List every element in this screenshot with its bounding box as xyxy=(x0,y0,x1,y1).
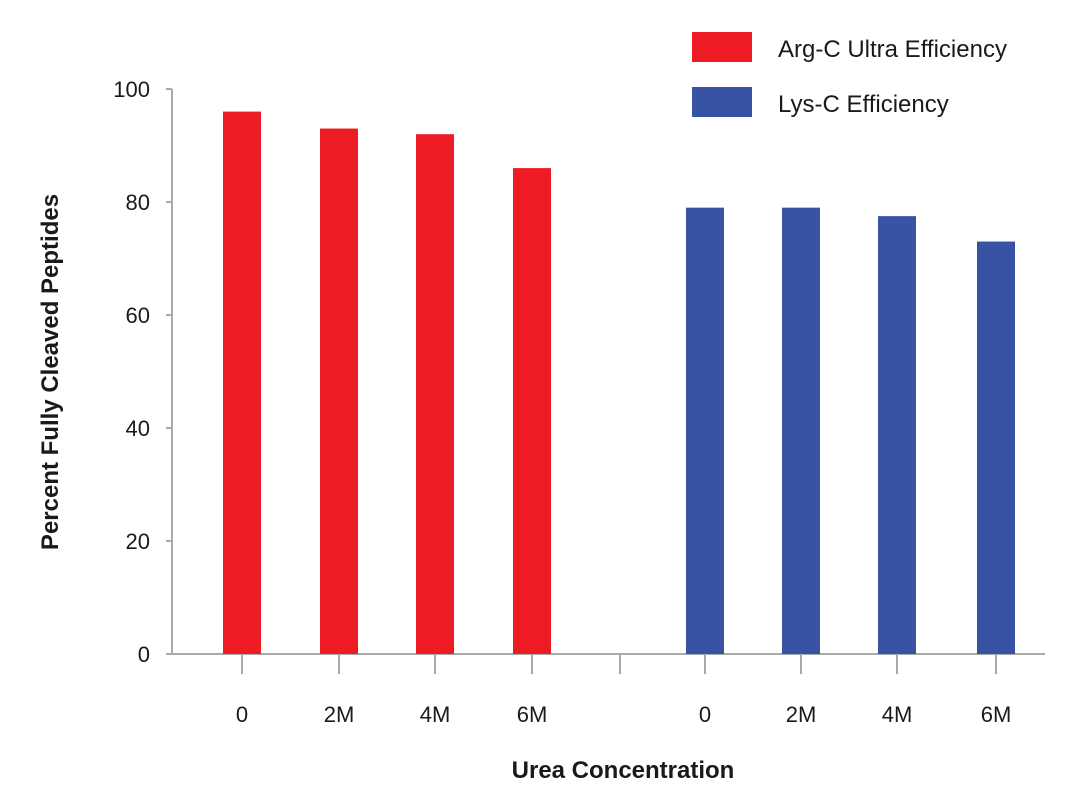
x-tick-label: 0 xyxy=(699,702,711,727)
x-axis-title: Urea Concentration xyxy=(512,757,735,784)
bar xyxy=(320,128,358,655)
x-tick-label: 4M xyxy=(420,702,451,727)
legend-label-lys-c: Lys-C Efficiency xyxy=(778,91,949,118)
x-tick-label: 2M xyxy=(324,702,355,727)
y-tick-label: 40 xyxy=(126,416,150,441)
y-tick-label: 20 xyxy=(126,529,150,554)
x-tick-label: 4M xyxy=(882,702,913,727)
bars xyxy=(223,111,1015,655)
bar xyxy=(223,111,261,655)
bar xyxy=(878,216,916,654)
legend-label-arg-c: Arg-C Ultra Efficiency xyxy=(778,36,1007,63)
legend: Arg-C Ultra Efficiency Lys-C Efficiency xyxy=(692,32,1007,118)
x-tick-label: 2M xyxy=(786,702,817,727)
bar xyxy=(686,207,724,654)
y-tick-label: 100 xyxy=(113,77,150,102)
bar xyxy=(513,168,551,654)
tick-labels: 0 20 40 60 80 100 0 2M 4M 6M 0 2M 4M 6M xyxy=(113,77,1011,727)
y-tick-label: 80 xyxy=(126,190,150,215)
legend-swatch-lys-c xyxy=(692,87,752,117)
bar xyxy=(782,207,820,654)
y-tick-label: 60 xyxy=(126,303,150,328)
bar xyxy=(416,134,454,654)
x-tick-label: 6M xyxy=(981,702,1012,727)
x-tick-label: 0 xyxy=(236,702,248,727)
y-tick-label: 0 xyxy=(138,642,150,667)
y-axis-title: Percent Fully Cleaved Peptides xyxy=(37,194,64,550)
legend-swatch-arg-c xyxy=(692,32,752,62)
x-tick-label: 6M xyxy=(517,702,548,727)
bar xyxy=(977,241,1015,655)
